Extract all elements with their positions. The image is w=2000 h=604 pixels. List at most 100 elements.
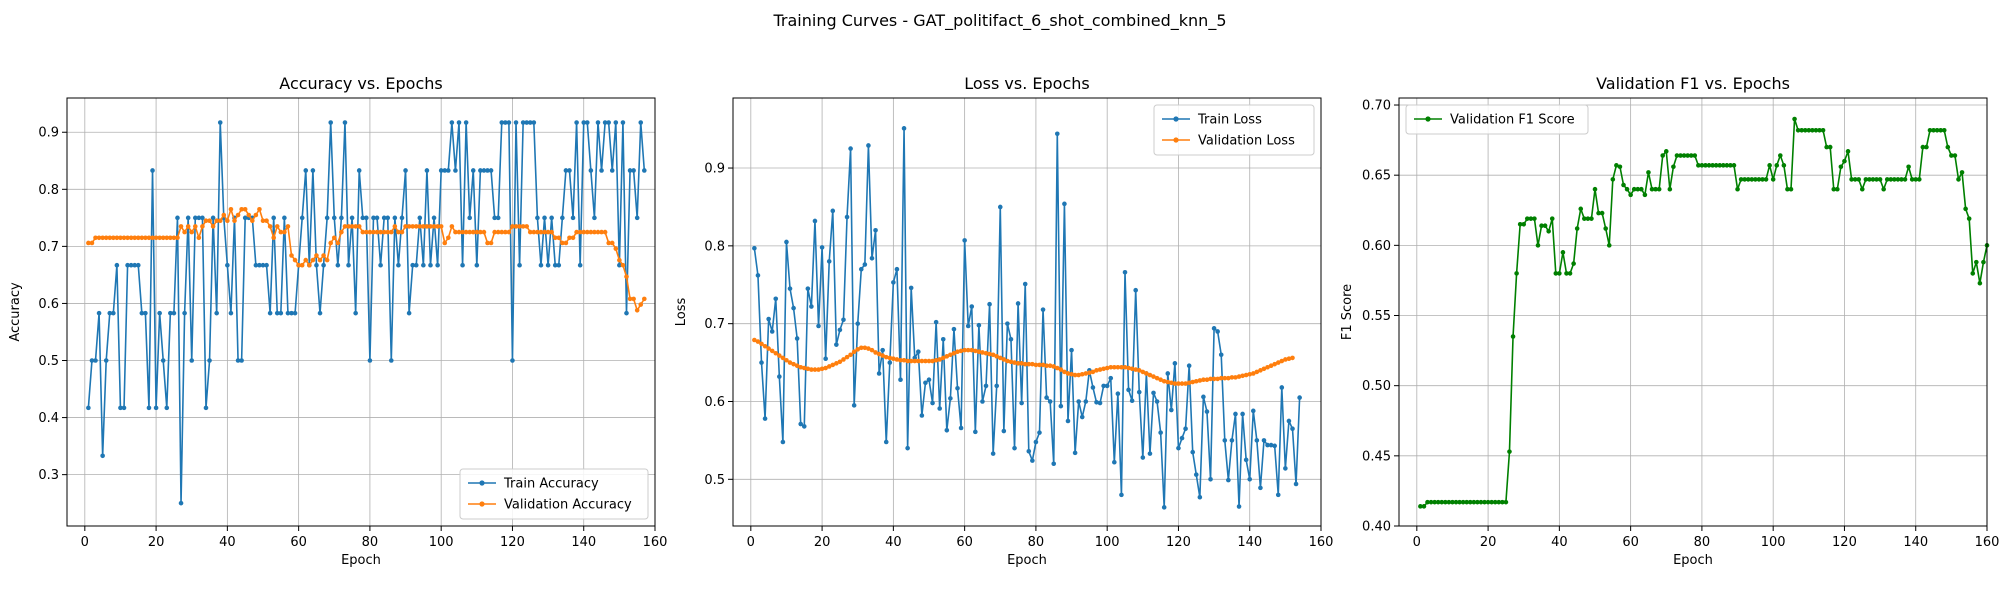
data-point: [1927, 127, 1933, 133]
data-point: [1564, 271, 1569, 276]
data-point: [951, 326, 957, 332]
data-point: [310, 257, 316, 263]
data-point: [1169, 380, 1174, 386]
data-point: [1535, 243, 1541, 248]
data-point: [1005, 358, 1010, 364]
data-point: [535, 215, 540, 221]
data-point: [1450, 499, 1455, 505]
data-point: [784, 239, 789, 245]
data-point: [292, 257, 298, 263]
data-point: [1030, 361, 1035, 367]
data-point: [1001, 357, 1007, 362]
data-point: [310, 168, 316, 173]
data-point: [367, 358, 373, 363]
data-point: [883, 439, 889, 445]
legend-label: Validation Loss: [1198, 134, 1295, 149]
data-point: [819, 366, 825, 372]
data-point: [1924, 144, 1929, 150]
data-point: [1492, 499, 1498, 505]
data-point: [1261, 438, 1267, 443]
data-point: [1076, 372, 1081, 378]
data-point: [1977, 280, 1983, 286]
data-point: [1268, 363, 1274, 368]
data-point: [1685, 153, 1690, 158]
data-point: [1119, 364, 1124, 370]
data-point: [762, 343, 768, 349]
data-point: [1222, 438, 1228, 443]
data-point: [242, 206, 248, 212]
data-point: [1539, 223, 1544, 228]
data-point: [1190, 379, 1196, 385]
data-point: [844, 214, 850, 220]
data-point: [1802, 127, 1808, 133]
data-point: [228, 206, 234, 212]
data-point: [146, 235, 152, 241]
data-point: [1949, 153, 1954, 158]
data-point: [307, 262, 312, 268]
data-point: [634, 215, 640, 221]
x-tick-label: 160: [643, 535, 668, 550]
data-point: [563, 240, 569, 246]
data-point: [299, 262, 305, 268]
data-point: [1033, 362, 1039, 368]
data-point: [364, 229, 369, 235]
data-point: [282, 215, 287, 221]
legend-marker: [1425, 116, 1431, 122]
data-point: [260, 218, 266, 223]
data-point: [1952, 153, 1958, 158]
data-point: [495, 229, 501, 235]
data-point: [118, 235, 123, 241]
data-point: [267, 310, 273, 316]
data-point: [773, 350, 779, 356]
data-point: [588, 168, 594, 173]
y-tick-label: 0.70: [1362, 99, 1391, 114]
data-point: [1902, 177, 1908, 182]
data-point: [834, 342, 839, 347]
data-point: [602, 229, 608, 235]
data-point: [143, 310, 148, 316]
data-point: [1482, 499, 1487, 505]
data-point: [844, 354, 850, 360]
data-point: [132, 262, 138, 268]
data-point: [182, 229, 187, 235]
x-tick-label: 40: [1551, 535, 1568, 550]
data-point: [460, 229, 465, 235]
data-point: [89, 358, 95, 363]
data-point: [446, 168, 451, 173]
data-point: [296, 262, 301, 268]
data-point: [289, 253, 294, 258]
data-point: [331, 235, 337, 241]
data-point: [1945, 144, 1951, 150]
data-point: [1236, 374, 1242, 379]
data-point: [207, 218, 212, 223]
data-point: [1696, 163, 1701, 168]
legend-label: Train Loss: [1197, 113, 1262, 128]
data-point: [1631, 186, 1637, 192]
figure-title: Training Curves - GAT_politifact_6_shot_…: [773, 11, 1227, 31]
data-point: [858, 266, 864, 272]
data-point: [478, 229, 483, 235]
data-point: [930, 400, 935, 406]
data-point: [983, 350, 989, 356]
data-point: [1097, 400, 1103, 406]
data-point: [620, 262, 626, 268]
data-point: [1115, 364, 1121, 370]
data-point: [1247, 371, 1253, 377]
data-point: [239, 206, 244, 212]
data-point: [503, 120, 508, 125]
data-point: [1920, 144, 1926, 150]
data-point: [1265, 364, 1270, 370]
data-point: [349, 224, 355, 229]
data-point: [1154, 399, 1160, 404]
x-tick-label: 40: [885, 535, 902, 550]
data-point: [1290, 426, 1295, 432]
data-point: [153, 235, 159, 241]
data-point: [973, 348, 978, 354]
data-point: [1824, 144, 1829, 150]
data-point: [1956, 177, 1961, 182]
x-tick-label: 140: [571, 535, 596, 550]
x-tick-label: 0: [747, 535, 755, 550]
data-point: [1753, 177, 1758, 182]
data-point: [278, 310, 284, 316]
data-point: [1161, 505, 1167, 510]
